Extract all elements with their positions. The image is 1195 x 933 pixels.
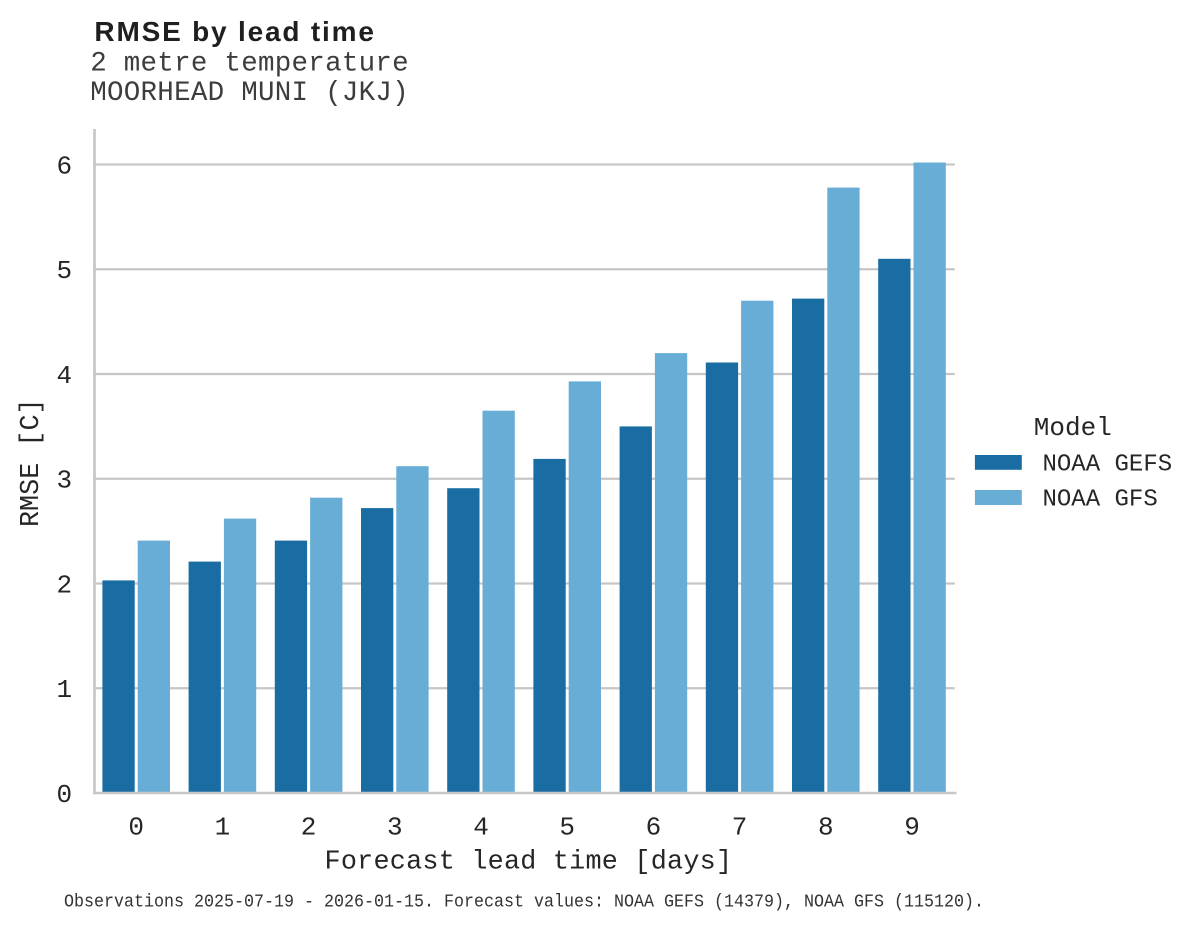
svg-text:5: 5 — [56, 256, 72, 286]
svg-text:1: 1 — [56, 675, 72, 705]
svg-text:3: 3 — [387, 813, 403, 843]
svg-text:6: 6 — [56, 151, 72, 181]
svg-text:2 metre temperature: 2 metre temperature — [90, 49, 409, 80]
svg-text:1: 1 — [215, 813, 231, 843]
svg-text:RMSE [C]: RMSE [C] — [17, 398, 47, 527]
svg-text:3: 3 — [56, 466, 72, 496]
svg-text:4: 4 — [473, 813, 489, 843]
svg-text:2: 2 — [56, 570, 72, 600]
svg-text:7: 7 — [732, 813, 748, 843]
svg-text:NOAA GEFS: NOAA GEFS — [1043, 452, 1173, 479]
svg-text:8: 8 — [818, 813, 834, 843]
svg-text:0: 0 — [128, 813, 144, 843]
svg-text:Forecast lead time [days]: Forecast lead time [days] — [325, 848, 733, 878]
svg-text:RMSE by lead time: RMSE by lead time — [94, 16, 374, 47]
svg-text:6: 6 — [646, 813, 662, 843]
svg-text:MOORHEAD MUNI (JKJ): MOORHEAD MUNI (JKJ) — [90, 78, 409, 109]
svg-text:2: 2 — [301, 813, 317, 843]
svg-text:NOAA GFS: NOAA GFS — [1043, 487, 1158, 514]
svg-text:0: 0 — [56, 780, 72, 810]
svg-text:9: 9 — [904, 813, 920, 843]
svg-text:4: 4 — [56, 361, 72, 391]
svg-text:Observations 2025-07-19 - 2026: Observations 2025-07-19 - 2026-01-15. Fo… — [64, 892, 984, 912]
svg-text:5: 5 — [559, 813, 575, 843]
svg-text:Model: Model — [1034, 413, 1112, 443]
